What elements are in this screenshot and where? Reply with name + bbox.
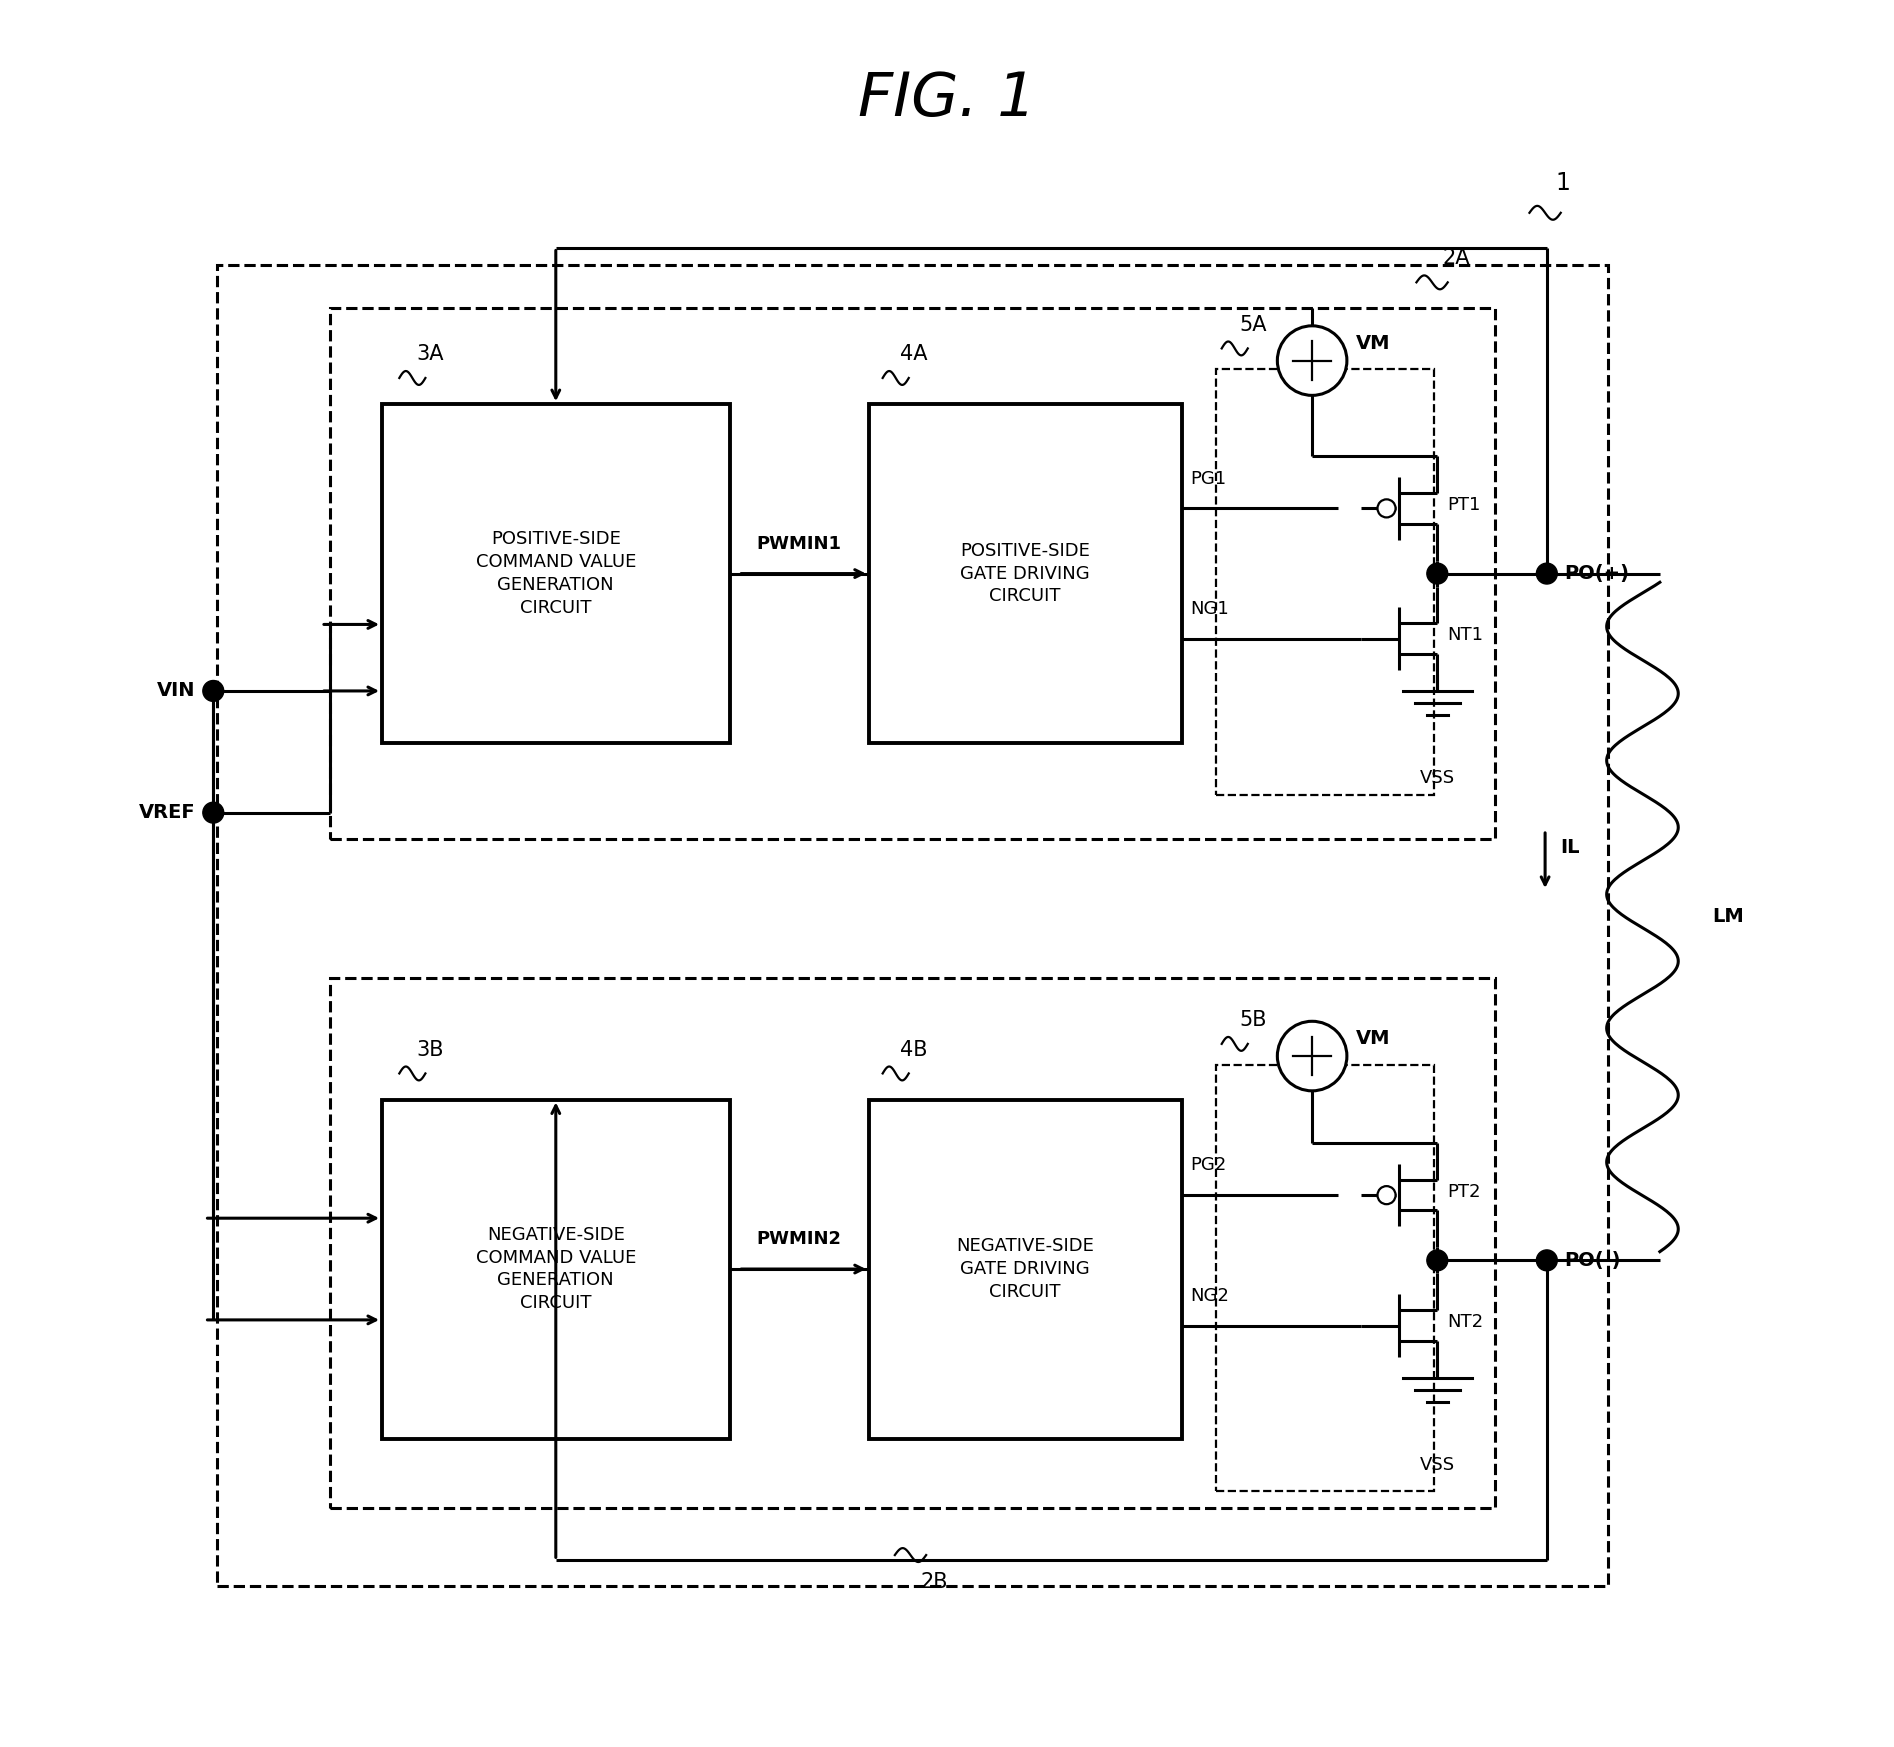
Text: 3B: 3B <box>417 1039 445 1059</box>
Text: 1: 1 <box>1555 171 1570 196</box>
Text: VSS: VSS <box>1420 1455 1455 1474</box>
Circle shape <box>1426 1249 1447 1270</box>
Text: VM: VM <box>1356 1029 1390 1048</box>
Text: PO(-): PO(-) <box>1564 1251 1621 1270</box>
Text: PWMIN1: PWMIN1 <box>758 535 841 552</box>
Bar <box>869 1099 1182 1438</box>
Text: NT1: NT1 <box>1447 627 1483 645</box>
Text: NEGATIVE-SIDE
GATE DRIVING
CIRCUIT: NEGATIVE-SIDE GATE DRIVING CIRCUIT <box>956 1237 1095 1302</box>
Text: VIN: VIN <box>157 681 195 701</box>
Text: 4A: 4A <box>900 344 928 363</box>
Bar <box>216 266 1608 1586</box>
Text: 2A: 2A <box>1443 248 1470 269</box>
Bar <box>1216 1064 1434 1490</box>
Text: 4B: 4B <box>900 1039 928 1059</box>
Circle shape <box>1377 500 1396 517</box>
Text: 5A: 5A <box>1239 314 1267 334</box>
Text: PG2: PG2 <box>1191 1157 1227 1174</box>
Bar <box>1216 369 1434 795</box>
Circle shape <box>1426 563 1447 583</box>
Text: POSITIVE-SIDE
COMMAND VALUE
GENERATION
CIRCUIT: POSITIVE-SIDE COMMAND VALUE GENERATION C… <box>475 531 636 617</box>
Text: PT1: PT1 <box>1447 496 1481 514</box>
Text: FIG. 1: FIG. 1 <box>858 70 1036 129</box>
Text: PWMIN2: PWMIN2 <box>758 1230 841 1247</box>
Bar <box>869 404 1182 742</box>
Text: VM: VM <box>1356 334 1390 353</box>
Circle shape <box>1536 1249 1557 1270</box>
Text: VSS: VSS <box>1420 769 1455 788</box>
Text: PT2: PT2 <box>1447 1183 1481 1200</box>
Text: NT2: NT2 <box>1447 1314 1483 1331</box>
Bar <box>383 1099 729 1438</box>
Text: PG1: PG1 <box>1191 470 1227 487</box>
Circle shape <box>203 802 223 823</box>
Text: NEGATIVE-SIDE
COMMAND VALUE
GENERATION
CIRCUIT: NEGATIVE-SIDE COMMAND VALUE GENERATION C… <box>475 1226 636 1312</box>
Text: NG1: NG1 <box>1191 599 1229 618</box>
Circle shape <box>1377 1186 1396 1204</box>
Circle shape <box>203 681 223 701</box>
Circle shape <box>1277 327 1347 395</box>
Text: 2B: 2B <box>920 1572 949 1593</box>
Text: 5B: 5B <box>1239 1010 1267 1031</box>
Text: POSITIVE-SIDE
GATE DRIVING
CIRCUIT: POSITIVE-SIDE GATE DRIVING CIRCUIT <box>960 542 1091 606</box>
Circle shape <box>1536 563 1557 583</box>
Text: LM: LM <box>1712 907 1744 926</box>
Circle shape <box>1277 1022 1347 1090</box>
Text: IL: IL <box>1561 839 1580 858</box>
Bar <box>330 309 1494 839</box>
Bar <box>383 404 729 742</box>
Text: NG2: NG2 <box>1191 1288 1229 1305</box>
Bar <box>330 978 1494 1508</box>
Text: 3A: 3A <box>417 344 445 363</box>
Text: PO(+): PO(+) <box>1564 564 1629 583</box>
Text: VREF: VREF <box>140 804 195 823</box>
